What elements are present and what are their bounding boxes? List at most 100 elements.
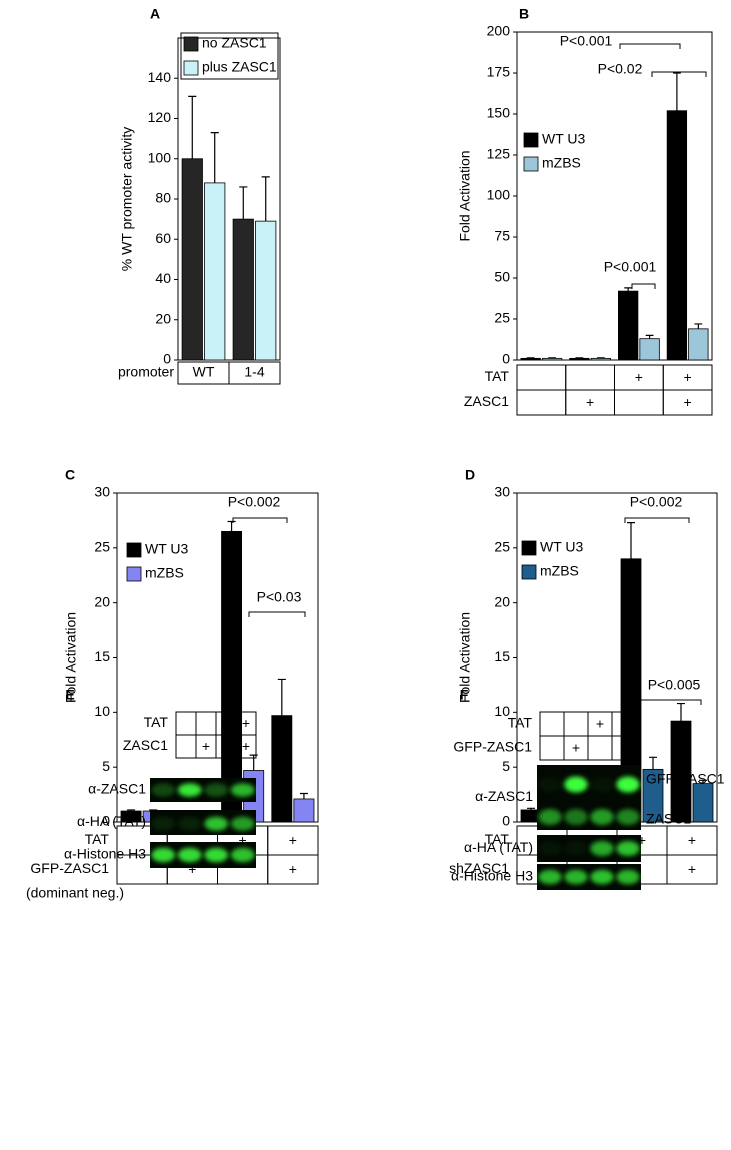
blot-band <box>151 847 176 863</box>
bar <box>271 715 293 823</box>
condition-cell <box>539 735 565 761</box>
error-bar <box>261 176 270 222</box>
condition-mark: + <box>620 740 628 756</box>
bar <box>181 158 203 361</box>
condition-mark: + <box>239 832 247 848</box>
category-cell <box>228 361 281 385</box>
y-tick-label: 5 <box>502 758 510 774</box>
x-tick-label: WT <box>193 364 215 380</box>
panel-letter: A <box>150 6 160 22</box>
y-tick-label: 30 <box>494 484 510 500</box>
panel-letter: E <box>65 687 74 703</box>
blot-label: α-HA (TAT) <box>464 839 533 855</box>
y-axis-label: Fold Activation <box>63 612 79 703</box>
error-bar <box>227 520 236 532</box>
condition-cell <box>666 854 718 885</box>
legend-swatch <box>126 542 142 558</box>
error-bar <box>694 323 703 329</box>
error-bar <box>527 807 535 810</box>
legend-box <box>180 32 279 80</box>
blot-band <box>590 840 614 857</box>
y-axis-label: Fold Activation <box>457 612 473 703</box>
condition-cell <box>565 364 615 391</box>
annotation: P<0.002 <box>630 494 683 510</box>
panel-letter: F <box>460 687 469 703</box>
legend-label: WT U3 <box>145 541 189 557</box>
blot-band <box>564 776 588 793</box>
y-tick-label: 75 <box>494 228 510 244</box>
bar <box>204 182 226 361</box>
legend-label: no ZASC1 <box>202 35 267 51</box>
legend-label: WT U3 <box>540 539 584 555</box>
condition-mark: + <box>596 716 604 732</box>
condition-cell <box>235 734 257 759</box>
annotation-bracket <box>232 517 288 523</box>
annotation: P<0.001 <box>560 33 613 49</box>
condition-label: TAT <box>85 831 110 847</box>
blot-band <box>590 776 614 793</box>
y-tick-label: 125 <box>487 146 511 162</box>
condition-mark: + <box>688 861 696 877</box>
legend-swatch <box>521 540 537 556</box>
y-tick-label: 0 <box>502 813 510 829</box>
bar <box>666 110 688 361</box>
condition-label: TAT <box>508 715 533 731</box>
y-tick-label: 175 <box>487 64 511 80</box>
y-axis-label: Fold Activation <box>457 150 473 241</box>
y-tick-label: 30 <box>94 484 110 500</box>
blot-band <box>564 809 588 825</box>
condition-label: ZASC1 <box>464 393 509 409</box>
bar <box>639 338 660 361</box>
condition-cell <box>175 711 197 736</box>
blot-band <box>564 869 588 885</box>
condition-mark: + <box>684 394 692 410</box>
condition-mark: + <box>242 738 250 754</box>
blot-band <box>230 816 255 831</box>
blot-side-label: ZASC1 <box>646 811 691 827</box>
blot-label: α-ZASC1 <box>88 781 146 797</box>
condition-label: TAT <box>144 714 169 730</box>
y-tick-label: 0 <box>163 351 171 367</box>
condition-mark: + <box>620 716 628 732</box>
error-bar <box>127 809 136 812</box>
blot-band <box>230 847 255 863</box>
y-tick-label: 25 <box>94 539 110 555</box>
y-tick-label: 120 <box>148 109 172 125</box>
y-tick-label: 10 <box>94 703 110 719</box>
bar <box>692 783 714 823</box>
condition-label: ZASC1 <box>123 737 168 753</box>
condition-cell <box>175 734 197 759</box>
condition-cell <box>611 735 637 761</box>
condition-cell <box>516 364 567 391</box>
y-tick-label: 150 <box>487 105 511 121</box>
annotation-bracket <box>651 71 707 77</box>
condition-label: TAT <box>485 368 510 384</box>
blot-label: α-Histone H3 <box>64 846 146 862</box>
blot-band <box>177 847 202 863</box>
bar <box>569 357 590 361</box>
bar <box>541 357 563 361</box>
y-tick-label: 100 <box>148 149 172 165</box>
error-bar <box>210 131 219 183</box>
y-tick-label: 100 <box>487 187 511 203</box>
x-tick-label: 1-4 <box>244 364 264 380</box>
condition-mark: + <box>684 369 692 385</box>
error-bar <box>699 779 707 784</box>
blot-band <box>590 809 614 825</box>
blot-label: α-Histone H3 <box>451 868 533 884</box>
bar <box>255 220 277 361</box>
blot-band <box>538 869 562 885</box>
panel-letter: D <box>465 467 475 483</box>
condition-mark: + <box>586 394 594 410</box>
blot-label: α-ZASC1 <box>475 788 533 804</box>
annotation: P<0.03 <box>257 589 302 605</box>
legend-swatch <box>521 564 537 580</box>
blot-band <box>616 776 640 793</box>
y-tick-label: 20 <box>94 593 110 609</box>
condition-cell <box>516 389 567 416</box>
y-tick-label: 40 <box>155 270 171 286</box>
y-tick-label: 0 <box>502 351 510 367</box>
legend-label: mZBS <box>145 565 184 581</box>
error-bar <box>677 702 685 722</box>
error-bar <box>624 287 633 292</box>
